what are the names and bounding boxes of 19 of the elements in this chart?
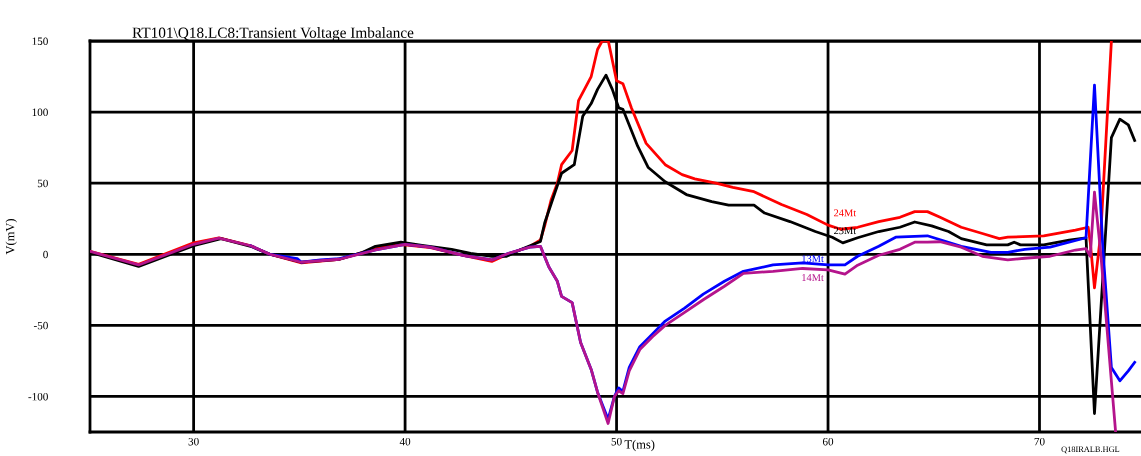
y-tick-label: -50 [33, 321, 48, 330]
chart-title: RT101\Q18.LC8:Transient Voltage Imbalance [132, 27, 414, 41]
series-label: 24Mt [834, 209, 857, 217]
x-axis-title: T(ms) [624, 439, 655, 452]
series-label: 14Mt [802, 274, 824, 282]
y-tick-label: 0 [43, 250, 48, 259]
y-tick-label: 150 [32, 37, 48, 45]
x-tick-label: 40 [399, 437, 411, 446]
x-tick-label: 50 [611, 437, 622, 446]
y-axis-title: V(mV) [5, 219, 17, 255]
text: Q18IRALB.HGL [1061, 446, 1120, 454]
series-label: 13Mt [802, 255, 824, 263]
y-tick-label: 50 [37, 179, 48, 188]
x-tick-label: 30 [188, 437, 199, 446]
line-series [90, 190, 1118, 432]
x-tick-label: 60 [822, 437, 834, 446]
y-tick-label: -100 [28, 392, 48, 401]
x-tick-label: 70 [1034, 437, 1045, 446]
y-tick-label: 100 [32, 108, 48, 117]
